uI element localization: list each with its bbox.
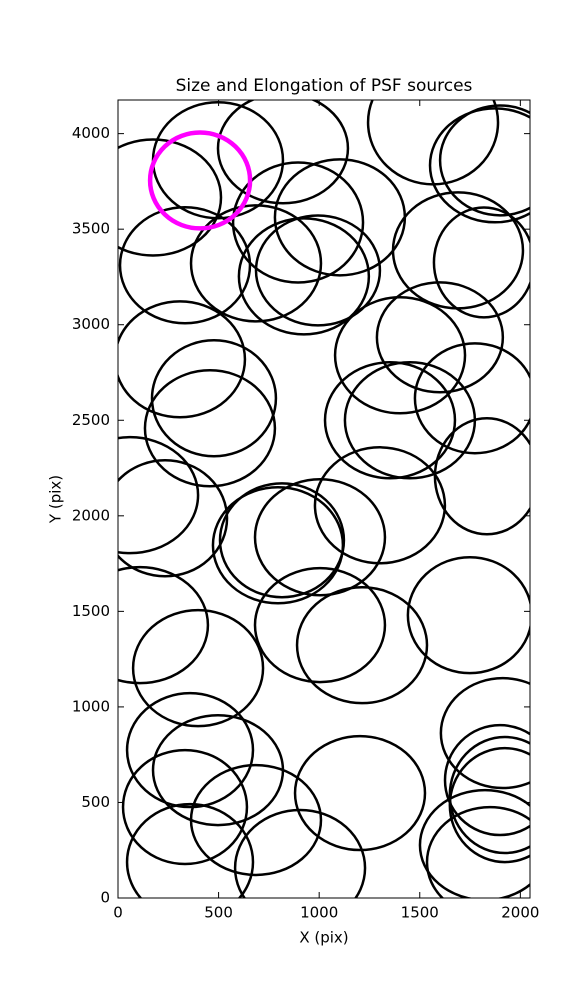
y-tick-label: 4000 (72, 124, 110, 142)
psf-ellipse (432, 206, 530, 319)
psf-ellipse (118, 300, 247, 419)
psf-ellipse (118, 565, 210, 685)
psf-ellipse (438, 104, 530, 217)
psf-ellipse (231, 161, 365, 284)
y-tick-label: 3500 (72, 220, 110, 238)
psf-ellipse (253, 566, 387, 684)
y-tick-label: 1000 (72, 697, 110, 715)
psf-ellipse (293, 734, 427, 852)
y-tick-label: 1500 (72, 602, 110, 620)
x-axis-label: X (pix) (299, 929, 348, 947)
x-tick-label: 0 (113, 904, 123, 922)
psf-ellipse (418, 788, 530, 898)
psf-ellipse (428, 107, 530, 224)
psf-ellipse (323, 361, 457, 480)
psf-ellipse (189, 204, 323, 323)
psf-ellipse (233, 808, 367, 898)
x-tick-label: 1000 (300, 904, 338, 922)
psf-ellipse (125, 691, 255, 809)
psf-ellipse (413, 342, 530, 455)
x-tick-label: 1500 (401, 904, 439, 922)
psf-ellipse (406, 555, 530, 675)
psf-ellipse (375, 281, 505, 394)
psf-ellipse (143, 369, 277, 488)
psf-ellipse (189, 763, 323, 877)
psf-ellipse (448, 735, 530, 855)
psf-ellipse (333, 296, 467, 415)
psf-ellipse (439, 676, 530, 790)
psf-ellipse (216, 100, 350, 205)
psf-ellipse (448, 746, 530, 864)
y-tick-label: 3000 (72, 315, 110, 333)
psf-ellipse (313, 446, 447, 565)
x-tick-label: 2000 (501, 904, 539, 922)
x-tick-label: 500 (204, 904, 233, 922)
psf-ellipse (121, 748, 249, 866)
psf-ellipse (295, 585, 429, 705)
y-tick-label: 2500 (72, 411, 110, 429)
y-tick-label: 500 (81, 793, 110, 811)
psf-ellipse (254, 214, 382, 327)
psf-ellipse (443, 723, 530, 837)
highlight-ellipse (147, 130, 253, 231)
y-axis-label: Y (pix) (47, 475, 65, 524)
psf-ellipse (150, 339, 278, 458)
y-tick-label: 0 (100, 889, 110, 907)
plot-area (118, 100, 530, 898)
psf-ellipse (433, 417, 530, 536)
psf-ellipse (131, 608, 265, 728)
y-tick-label: 2000 (72, 506, 110, 524)
psf-ellipse (253, 477, 387, 597)
chart-title: Size and Elongation of PSF sources (176, 76, 473, 96)
psf-ellipse (218, 482, 346, 599)
psf-ellipse (118, 138, 223, 257)
psf-ellipse (391, 191, 525, 310)
psf-ellipse (118, 435, 200, 555)
psf-ellipse (425, 805, 530, 898)
plot-frame (117, 99, 531, 899)
psf-ellipse (237, 217, 371, 336)
psf-ellipse (118, 459, 229, 578)
psf-ellipse (125, 802, 255, 898)
psf-ellipse (118, 206, 252, 325)
